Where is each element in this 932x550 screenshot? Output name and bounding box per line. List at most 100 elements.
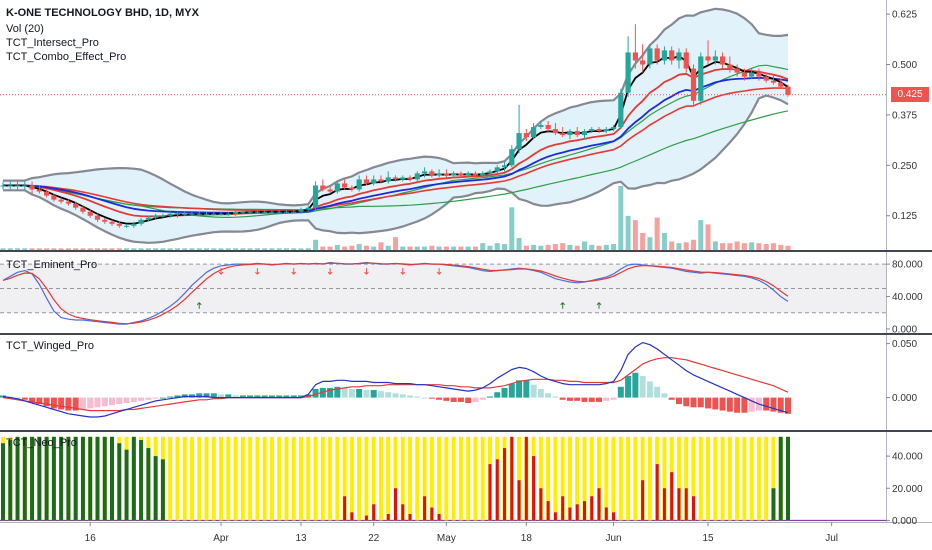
neo-yellow-bar: [291, 436, 296, 521]
neo-red-bar: [437, 513, 441, 521]
neo-red-bar: [546, 501, 550, 521]
neo-red-bar: [408, 513, 412, 521]
volume-bar: [385, 245, 391, 250]
volume-bar: [422, 246, 428, 250]
winged-histogram-bar: [785, 397, 791, 414]
candle-body: [22, 185, 28, 187]
winged-histogram-bar: [123, 397, 130, 404]
winged-histogram-bar: [36, 397, 43, 405]
neo-yellow-bar: [589, 436, 594, 521]
neo-yellow-bar: [698, 436, 703, 521]
neo-green-bar: [30, 436, 35, 521]
volume-bar: [124, 248, 130, 250]
volume-bar: [15, 248, 21, 250]
neo-yellow-bar: [189, 436, 194, 521]
neo-yellow-bar: [371, 436, 376, 521]
neo-green-bar: [73, 436, 78, 521]
neo-yellow-bar: [473, 436, 478, 521]
candle-body: [94, 215, 101, 220]
neo-yellow-bar: [611, 436, 616, 521]
neo-tick-label: 40.000: [892, 452, 923, 463]
volume-bar: [647, 237, 653, 250]
winged-histogram-bar: [290, 395, 297, 398]
neo-yellow-bar: [313, 436, 318, 521]
neo-red-bar: [612, 512, 616, 521]
neo-yellow-bar: [357, 436, 362, 521]
winged-histogram-bar: [392, 393, 399, 398]
neo-yellow-bar: [597, 436, 602, 521]
volume-bar: [661, 232, 667, 250]
volume-bar: [480, 243, 486, 250]
winged-histogram-bar: [225, 394, 232, 398]
volume-bar: [443, 246, 449, 250]
volume-bar: [291, 248, 297, 250]
candle-body: [203, 213, 210, 215]
winged-histogram-bar: [436, 397, 443, 400]
candle-body: [123, 225, 130, 227]
volume-bar: [567, 244, 573, 250]
candle-body: [102, 219, 108, 222]
volume-bar: [494, 243, 500, 250]
neo-red-bar: [423, 496, 427, 521]
neo-red-bar: [364, 515, 368, 521]
candle-body: [567, 131, 573, 136]
volume-bar: [298, 248, 304, 250]
winged-histogram-bar: [530, 384, 537, 398]
neo-red-bar: [677, 488, 681, 521]
volume-bar: [465, 246, 471, 250]
candle-body: [705, 56, 711, 61]
candle-body: [196, 213, 202, 215]
winged-histogram-bar: [72, 397, 79, 411]
candle-body: [436, 173, 442, 176]
candle-body: [356, 179, 362, 190]
neo-tick-label: 0.000: [892, 516, 917, 527]
volume-bar: [414, 246, 420, 250]
winged-histogram-bar: [777, 397, 784, 413]
neo-yellow-bar: [582, 436, 587, 521]
volume-bar: [109, 248, 115, 250]
neo-yellow-bar: [415, 436, 420, 521]
winged-histogram-bar: [726, 397, 733, 412]
volume-bar: [269, 248, 275, 250]
neo-green-bar: [771, 488, 776, 521]
volume-bar: [458, 246, 464, 250]
volume-bar: [320, 246, 326, 250]
candle-body: [763, 76, 769, 81]
legend-combo: TCT_Combo_Effect_Pro: [6, 51, 127, 63]
volume-bar: [211, 248, 217, 250]
neo-yellow-bar: [299, 436, 304, 521]
volume-bar: [741, 243, 747, 250]
volume-bar: [712, 241, 718, 250]
candle-body: [342, 183, 348, 188]
neo-green-bar: [1, 443, 5, 521]
winged-histogram-bar: [377, 391, 384, 398]
candle-body: [80, 207, 86, 212]
volume-bar: [734, 241, 740, 250]
neo-yellow-bar: [364, 436, 369, 521]
candle-body: [269, 211, 275, 213]
winged-histogram-bar: [327, 387, 334, 398]
winged-histogram-bar: [348, 388, 355, 398]
winged-histogram-bar: [625, 376, 632, 398]
volume-bar: [720, 243, 726, 250]
volume-bar: [545, 244, 551, 250]
candle-body: [334, 183, 340, 192]
candle-body: [683, 52, 689, 69]
volume-bar: [247, 248, 253, 250]
neo-yellow-bar: [306, 436, 311, 521]
neo-yellow-bar: [756, 436, 761, 521]
volume-bar: [276, 248, 282, 250]
price-tick-label: 0.625: [892, 10, 917, 21]
eminent-buy-arrow: [196, 302, 202, 309]
candle-body: [421, 171, 428, 174]
winged-histogram-bar: [94, 397, 101, 408]
neo-yellow-bar: [604, 436, 609, 521]
neo-red-bar: [524, 436, 528, 521]
neo-green-bar: [139, 440, 144, 521]
winged-histogram-bar: [276, 395, 283, 398]
volume-bar: [371, 246, 377, 250]
price-tick-label: 0.125: [892, 211, 917, 222]
winged-histogram-bar: [261, 395, 268, 398]
price-tick-label: 0.375: [892, 110, 917, 121]
